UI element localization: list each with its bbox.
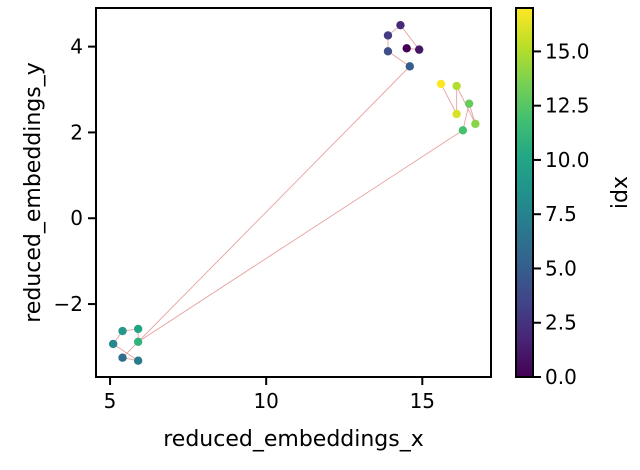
data-point xyxy=(118,353,127,362)
data-point xyxy=(436,79,446,89)
data-point xyxy=(118,326,127,336)
connection-line xyxy=(387,50,411,67)
x-axis-label: reduced_embeddings_x xyxy=(163,427,424,452)
data-point xyxy=(458,126,468,135)
connection-line xyxy=(122,66,411,359)
data-point xyxy=(383,47,393,56)
data-point xyxy=(133,356,143,365)
y-tick-label: 0 xyxy=(70,206,83,230)
colorbar-tick-label: 12.5 xyxy=(545,94,590,118)
colorbar-tick-label: 10.0 xyxy=(545,148,590,172)
connection-line xyxy=(462,103,470,131)
x-tick-label: 5 xyxy=(104,389,117,413)
colorbar-tick-label: 7.5 xyxy=(545,202,577,226)
connection-line xyxy=(400,24,420,50)
colorbar-ticks: 0.0 2.5 5.0 7.5 10.0 12.5 15.0 xyxy=(533,39,590,389)
y-axis-ticks: −2 0 2 4 xyxy=(54,35,96,316)
x-axis-ticks: 5 10 15 xyxy=(104,377,435,413)
data-point xyxy=(108,339,118,349)
plot-frame xyxy=(95,7,492,378)
data-point xyxy=(452,109,461,119)
x-tick-label: 15 xyxy=(410,389,435,413)
colorbar-tick-label: 0.0 xyxy=(545,365,577,389)
colorbar-label: idx xyxy=(608,176,633,209)
connection-line xyxy=(440,83,458,115)
data-point xyxy=(414,45,424,54)
colorbar xyxy=(515,7,534,378)
colorbar-tick-label: 15.0 xyxy=(545,39,590,63)
data-point xyxy=(383,31,393,40)
data-point xyxy=(396,20,405,30)
x-tick-label: 10 xyxy=(253,389,278,413)
data-points xyxy=(108,20,480,365)
connection-line xyxy=(137,129,464,343)
data-point xyxy=(133,337,143,347)
connection-lines xyxy=(112,24,476,362)
data-point xyxy=(405,62,415,71)
colorbar-tick-label: 5.0 xyxy=(545,256,577,280)
y-tick-label: 2 xyxy=(70,120,83,144)
y-tick-label: 4 xyxy=(70,35,83,59)
data-point xyxy=(471,119,480,129)
data-point xyxy=(464,99,474,108)
data-point xyxy=(452,81,461,91)
y-tick-label: −2 xyxy=(54,292,83,316)
y-axis-label: reduced_embeddings_y xyxy=(21,62,46,323)
data-point xyxy=(133,324,143,334)
data-point xyxy=(402,44,411,53)
colorbar-tick-label: 2.5 xyxy=(545,311,577,335)
connection-line xyxy=(112,343,139,362)
